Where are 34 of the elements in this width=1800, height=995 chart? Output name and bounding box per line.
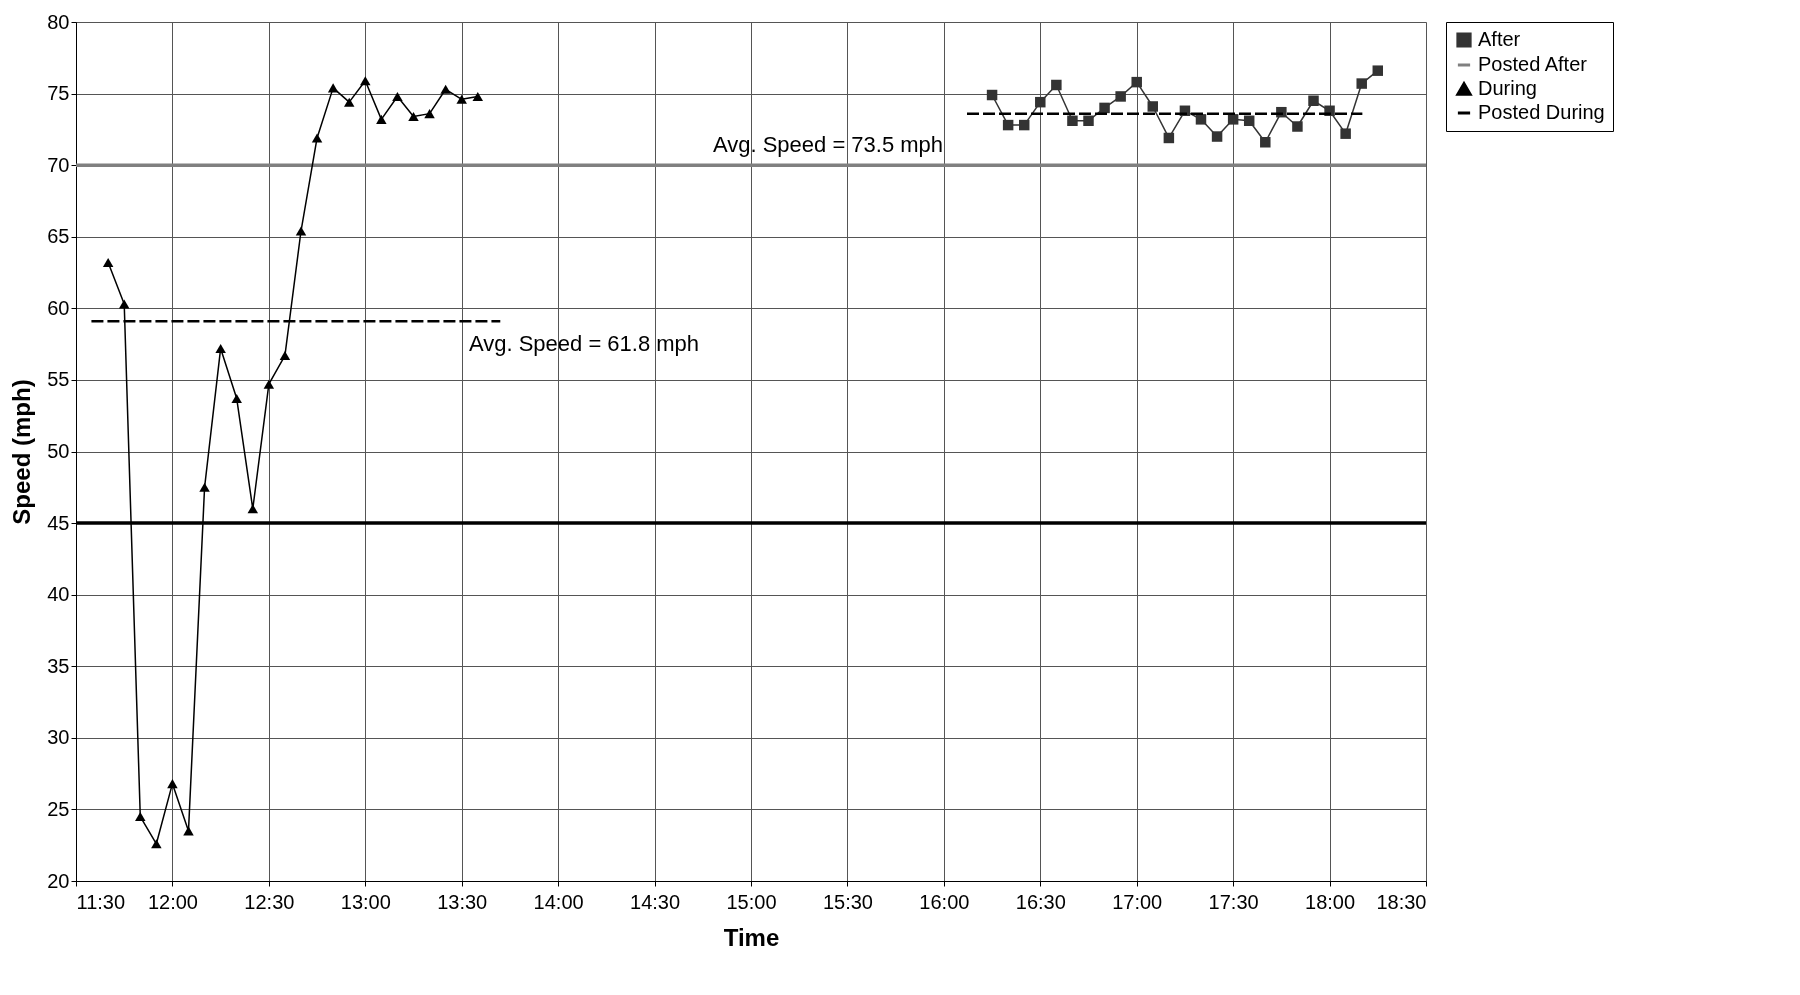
x-tick-label: 15:00 xyxy=(726,890,777,913)
legend-label: Posted After xyxy=(1478,53,1588,75)
y-tick-label: 50 xyxy=(47,440,70,462)
legend-label: Posted During xyxy=(1478,101,1605,123)
legend-label: During xyxy=(1478,77,1537,99)
x-tick-label: 18:30 xyxy=(1376,890,1427,913)
x-tick-label: 14:00 xyxy=(533,890,584,913)
x-tick-label: 15:30 xyxy=(822,890,873,913)
y-tick-label: 30 xyxy=(47,726,70,749)
x-tick-label: 14:30 xyxy=(630,890,681,913)
x-tick-label: 13:00 xyxy=(340,890,391,913)
x-tick-label: 11:30 xyxy=(76,890,126,913)
y-tick-label: 60 xyxy=(47,296,70,319)
x-tick-label: 13:30 xyxy=(437,890,488,913)
y-tick-label: 55 xyxy=(47,368,70,391)
y-tick-label: 20 xyxy=(47,869,70,892)
y-tick-label: 35 xyxy=(47,654,70,677)
legend-label: After xyxy=(1478,28,1521,50)
y-axis-title: Speed (mph) xyxy=(8,379,36,525)
x-tick-label: 16:00 xyxy=(919,890,970,913)
x-tick-label: 17:00 xyxy=(1112,890,1163,913)
y-tick-label: 40 xyxy=(47,583,70,606)
y-tick-label: 75 xyxy=(47,82,70,105)
x-tick-label: 18:00 xyxy=(1305,890,1356,913)
y-tick-label: 70 xyxy=(47,153,70,176)
y-tick-label: 45 xyxy=(47,511,70,534)
x-tick-label: 16:30 xyxy=(1015,890,1066,913)
x-tick-label: 12:30 xyxy=(244,890,295,913)
x-axis-title: Time xyxy=(723,923,780,951)
x-tick-label: 17:30 xyxy=(1208,890,1259,913)
y-tick-label: 25 xyxy=(47,797,70,820)
y-tick-label: 65 xyxy=(47,225,70,248)
y-tick-label: 80 xyxy=(47,10,70,33)
x-tick-label: 12:00 xyxy=(147,890,198,913)
